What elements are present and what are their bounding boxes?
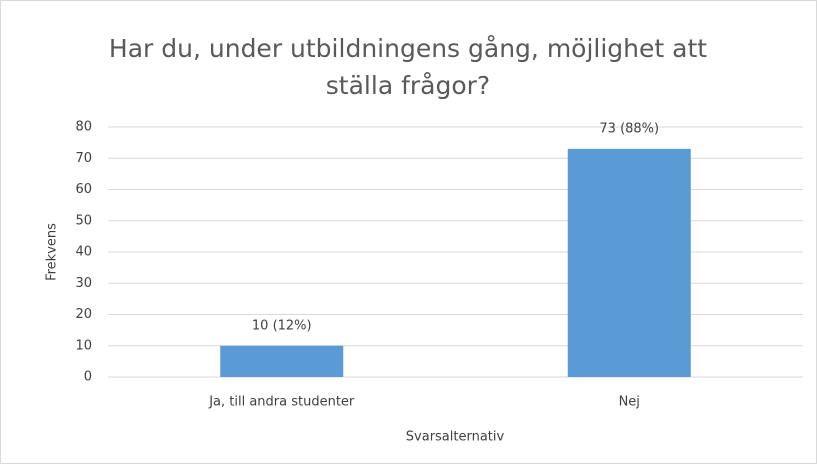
y-tick-label: 70	[75, 151, 92, 166]
x-tick-label: Ja, till andra studenter	[208, 395, 355, 410]
y-tick-label: 20	[75, 307, 92, 322]
bar	[567, 148, 691, 377]
y-tick-label: 50	[75, 213, 92, 228]
y-tick-label: 30	[75, 276, 92, 291]
data-label: 73 (88%)	[599, 121, 659, 136]
y-tick-label: 60	[75, 182, 92, 197]
x-tick-label: Nej	[619, 395, 640, 410]
bar	[220, 345, 344, 377]
y-tick-label: 40	[75, 245, 92, 260]
y-tick-label: 10	[75, 338, 92, 353]
x-axis-label: Svarsalternativ	[406, 430, 505, 445]
y-tick-label: 0	[84, 370, 92, 385]
chart-title: Har du, under utbildningens gång, möjlig…	[108, 34, 708, 100]
y-axis-label: Frekvens	[45, 223, 60, 281]
data-label: 10 (12%)	[252, 318, 312, 333]
y-tick-label: 80	[75, 120, 92, 135]
